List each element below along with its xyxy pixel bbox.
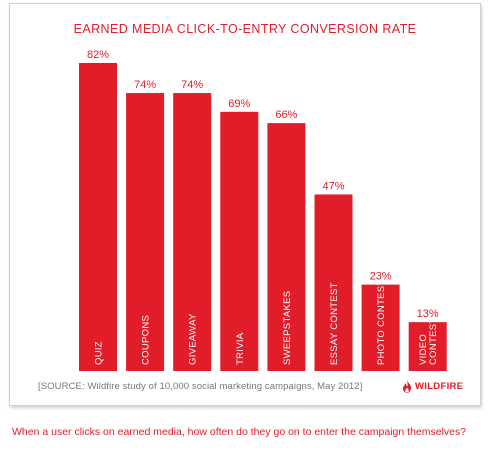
bar-photo-contest <box>361 284 400 371</box>
data-label: 66% <box>275 109 297 121</box>
category-label: PHOTO CONTEST <box>376 279 387 365</box>
flame-icon <box>403 379 411 393</box>
logo-text: WILDFIRE <box>415 380 464 392</box>
data-label: 69% <box>228 98 250 110</box>
data-label: 23% <box>370 271 392 283</box>
chart-frame: EARNED MEDIA CLICK-TO-ENTRY CONVERSION R… <box>9 3 481 406</box>
bar-chart: 82% QUIZ 74% COUPONS 74% GIVEAWAY 69% TRIVIA 66%… <box>79 49 447 372</box>
caption: When a user clicks on earned media, how … <box>12 426 467 438</box>
data-label: 74% <box>134 79 156 91</box>
data-label: 82% <box>87 49 109 61</box>
data-label: 13% <box>417 308 439 320</box>
bar-video-contest <box>408 322 447 371</box>
bar-trivia <box>220 111 259 371</box>
source-note: [SOURCE: Wildfire study of 10,000 social… <box>38 381 363 392</box>
category-label: COUPONS <box>141 315 152 365</box>
bar-coupons <box>126 93 165 372</box>
chart-title: EARNED MEDIA CLICK-TO-ENTRY CONVERSION R… <box>73 22 417 36</box>
wildfire-logo: WILDFIRE <box>402 379 463 393</box>
data-label: 74% <box>181 79 203 91</box>
category-label: VIDEOCONTEST <box>418 318 439 366</box>
category-label: TRIVIA <box>235 332 246 365</box>
category-label: SWEEPSTAKES <box>282 291 293 365</box>
data-label: 47% <box>322 180 344 192</box>
bar-quiz <box>79 63 117 371</box>
category-label: ESSAY CONTEST <box>329 282 340 365</box>
bar-sweepstakes <box>267 123 306 371</box>
category-label: GIVEAWAY <box>188 313 199 365</box>
bar-giveaway <box>173 93 212 372</box>
bar-essay-contest <box>314 194 353 371</box>
category-label: QUIZ <box>94 341 105 365</box>
